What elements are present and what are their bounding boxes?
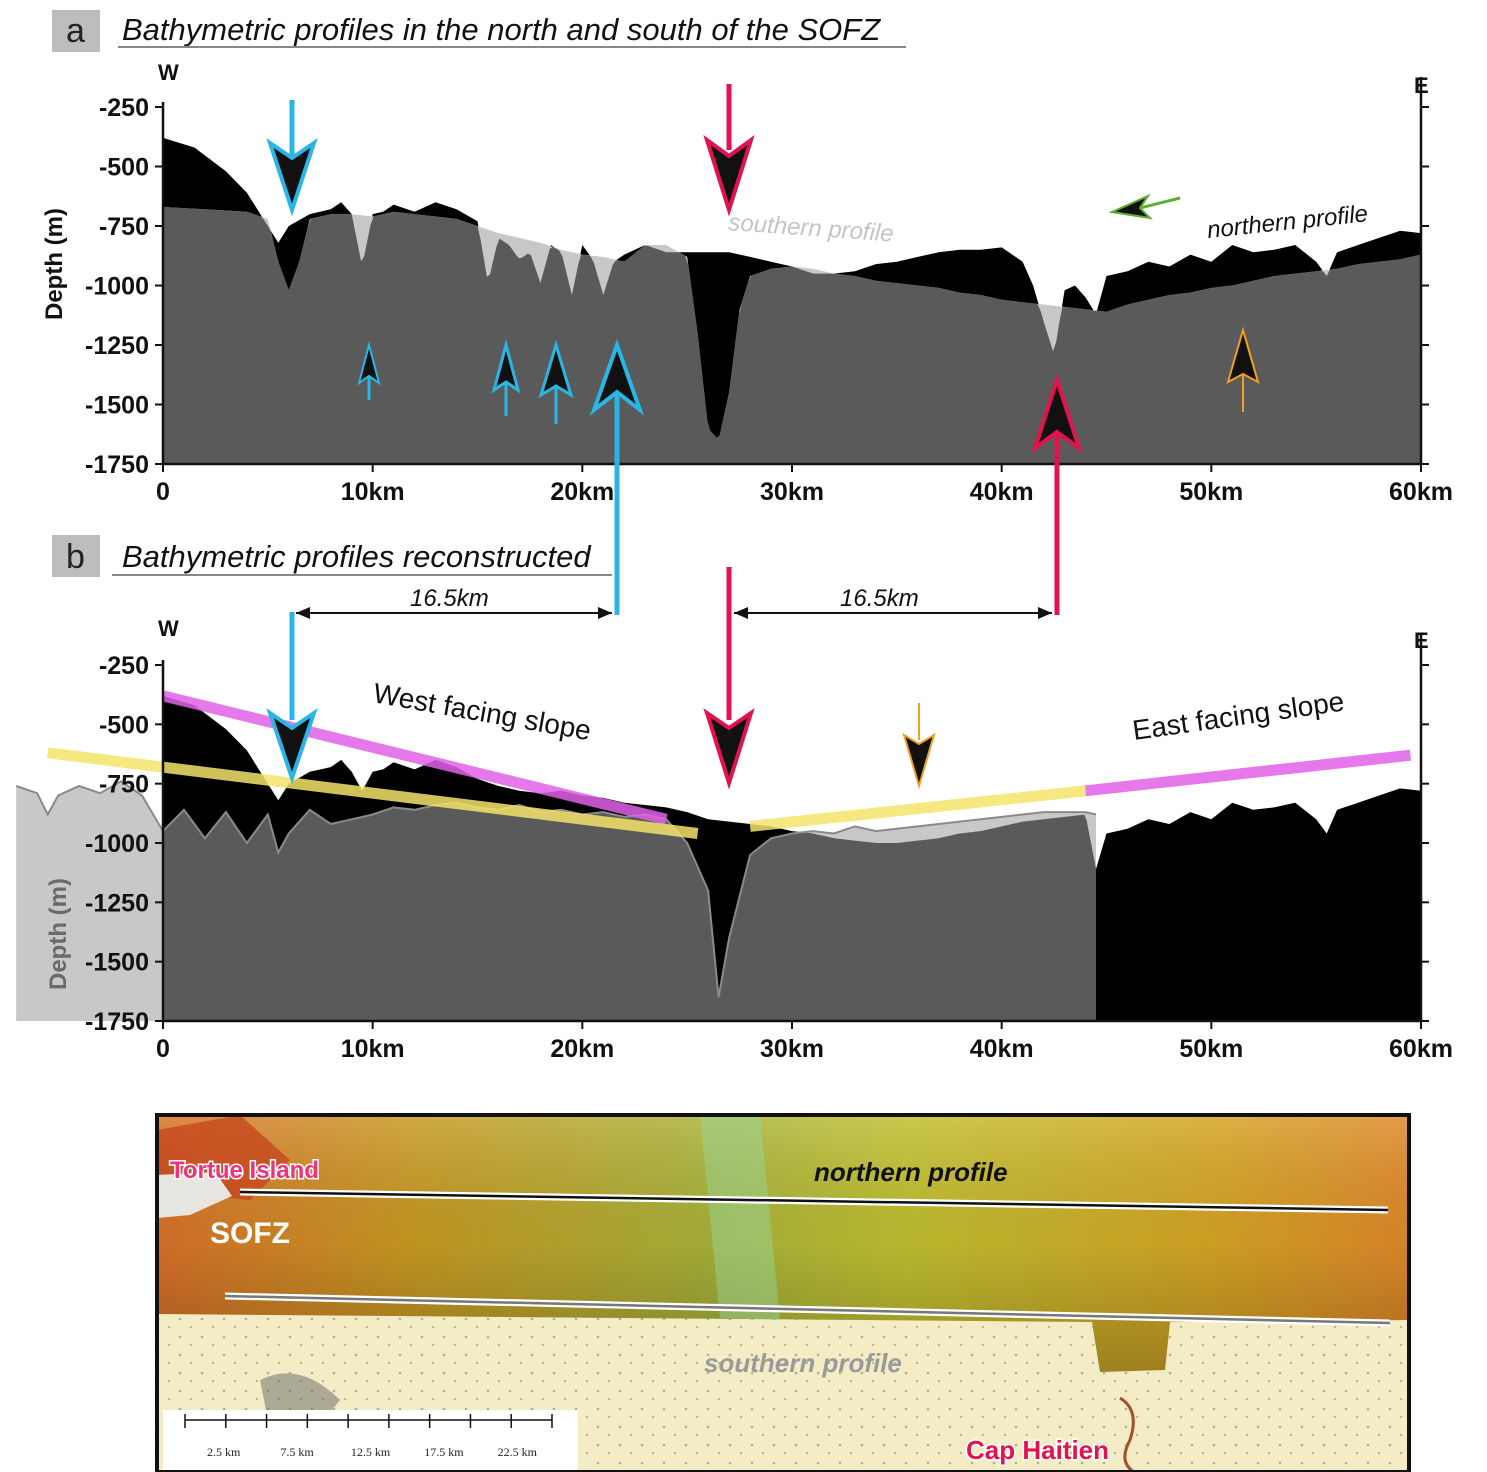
offset-left-measure xyxy=(296,607,612,619)
blue-arrow-up-small-2 xyxy=(491,339,521,416)
red-arrow-up-large xyxy=(1031,373,1083,615)
panel-b-ylabel: Depth (m) xyxy=(45,878,72,990)
map-cap-haitien-label: Cap Haitien xyxy=(966,1435,1109,1465)
blue-arrow-down-a xyxy=(266,100,318,217)
panel-a-title: Bathymetric profiles in the north and so… xyxy=(122,12,881,47)
panel-a: a Bathymetric profiles in the north and … xyxy=(41,10,1453,506)
panel-a-northern-label: northern profile xyxy=(1206,200,1369,244)
offset-right-measure xyxy=(734,607,1052,619)
x-tick-label: 0 xyxy=(156,1035,170,1063)
x-tick-label: 0 xyxy=(156,478,170,506)
west-slope-label: West facing slope xyxy=(371,677,594,746)
orange-arrow-down-b xyxy=(902,703,936,790)
west-slope-yellow-line xyxy=(47,747,699,839)
map-bathymetry-shade xyxy=(157,1115,1409,1372)
y-tick-label: -1750 xyxy=(85,451,149,479)
x-tick-label: 50km xyxy=(1179,478,1243,506)
y-tick-label: -1250 xyxy=(85,889,149,917)
panel-a-ylabel: Depth (m) xyxy=(41,208,68,320)
y-tick-label: -500 xyxy=(99,711,149,739)
panel-b-letter: b xyxy=(66,538,85,576)
y-tick-label: -250 xyxy=(99,652,149,680)
southern-profile-line xyxy=(224,1294,1391,1325)
y-tick-label: -1000 xyxy=(85,830,149,858)
x-tick-label: 10km xyxy=(341,1035,405,1063)
blue-arrow-up-large xyxy=(589,339,645,615)
scale-bar-label: 7.5 km xyxy=(280,1445,314,1459)
scale-bar-label: 12.5 km xyxy=(351,1445,391,1459)
x-tick-label: 30km xyxy=(760,1035,824,1063)
east-slope-yellow-line xyxy=(749,785,1087,832)
red-arrow-down-b xyxy=(703,567,755,790)
y-tick-label: -1000 xyxy=(85,273,149,301)
east-slope-magenta-line xyxy=(1084,749,1412,797)
west-slope-magenta-line xyxy=(161,690,668,825)
x-tick-label: 60km xyxy=(1389,478,1453,506)
northern-profile-line xyxy=(239,1190,1389,1212)
map-tortue-island xyxy=(157,1172,232,1218)
blue-arrow-up-small-1 xyxy=(357,341,381,400)
panel-a-letter-box xyxy=(52,10,100,52)
east-slope-label: East facing slope xyxy=(1131,686,1346,746)
x-tick-label: 20km xyxy=(550,1035,614,1063)
scale-bar-label: 17.5 km xyxy=(424,1445,464,1459)
y-tick-label: -250 xyxy=(99,94,149,122)
map-southern-label: southern profile xyxy=(704,1348,902,1378)
overlap-area xyxy=(163,207,1421,464)
red-arrow-down-a xyxy=(703,84,755,217)
map-tortue-label: Tortue Island xyxy=(170,1157,319,1184)
x-tick-label: 30km xyxy=(760,478,824,506)
scale-bar-label: 22.5 km xyxy=(498,1445,538,1459)
panel-b-title: Bathymetric profiles reconstructed xyxy=(122,539,592,574)
y-tick-label: -1250 xyxy=(85,332,149,360)
panel-a-east-label: E xyxy=(1414,73,1429,98)
map-canyon-shading xyxy=(700,1115,780,1320)
panel-b-east-label: E xyxy=(1414,628,1429,653)
map-coastline xyxy=(1119,1396,1135,1472)
y-tick-label: -1750 xyxy=(85,1008,149,1036)
map-frame xyxy=(155,1113,1411,1472)
y-tick-label: -1500 xyxy=(85,392,149,420)
scale-bar-label: 2.5 km xyxy=(207,1445,241,1459)
blue-arrow-down-b xyxy=(266,612,318,785)
offset-left-label: 16.5km xyxy=(410,585,489,612)
panel-a-west-label: W xyxy=(158,60,179,85)
offset-right-label: 16.5km xyxy=(840,585,919,612)
map-sofz-label: SOFZ xyxy=(210,1217,290,1250)
overlap-area xyxy=(163,802,1096,1021)
y-tick-label: -500 xyxy=(99,154,149,182)
y-tick-label: -750 xyxy=(99,213,149,241)
bathymetry-map: Tortue Island SOFZ northern profile sout… xyxy=(155,1113,1411,1472)
panel-a-letter: a xyxy=(66,12,85,50)
panel-b-letter-box xyxy=(52,535,100,577)
y-tick-label: -750 xyxy=(99,771,149,799)
orange-arrow-up-a xyxy=(1226,326,1260,412)
x-tick-label: 40km xyxy=(970,478,1034,506)
panel-b: b Bathymetric profiles reconstructed -25… xyxy=(15,535,1453,1063)
x-tick-label: 20km xyxy=(550,478,614,506)
map-northern-label: northern profile xyxy=(814,1157,1008,1187)
blue-arrow-up-small-3 xyxy=(538,339,574,424)
x-tick-label: 10km xyxy=(341,478,405,506)
panel-b-west-label: W xyxy=(158,616,179,641)
x-tick-label: 60km xyxy=(1389,1035,1453,1063)
scale-bar: 2.5 km 7.5 km 12.5 km 17.5 km 22.5 km xyxy=(163,1410,578,1470)
x-tick-label: 50km xyxy=(1179,1035,1243,1063)
green-arrow-a xyxy=(1108,193,1181,220)
panel-a-southern-label: southern profile xyxy=(728,209,895,247)
y-tick-label: -1500 xyxy=(85,949,149,977)
x-tick-label: 40km xyxy=(970,1035,1034,1063)
